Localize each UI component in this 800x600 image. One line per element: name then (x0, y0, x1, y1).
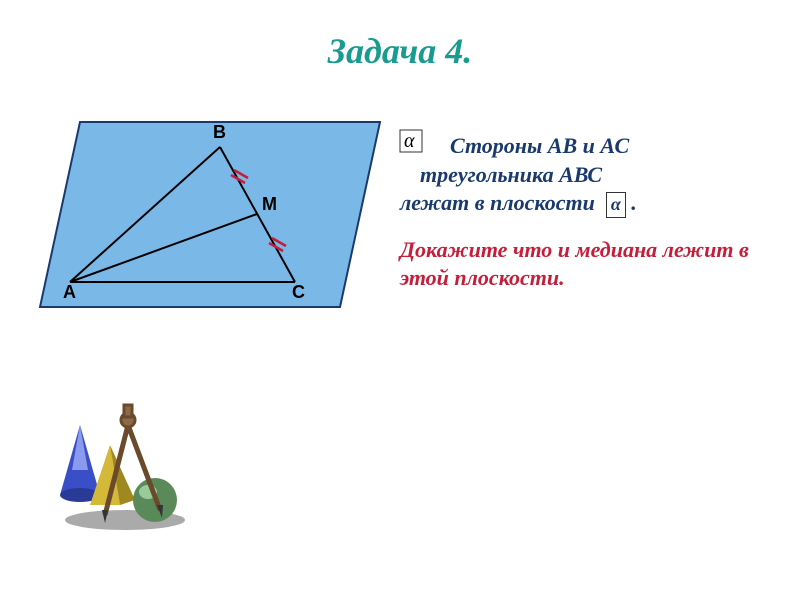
problem-line2: треугольника АВС (400, 161, 780, 190)
geometry-clipart-icon (50, 395, 200, 540)
problem-statement: Стороны АВ и АС треугольника АВС лежат в… (400, 132, 780, 218)
problem-line3-text: лежат в плоскости (400, 190, 595, 215)
problem-line3: лежат в плоскости α . (400, 189, 780, 218)
diagram-svg: α (30, 112, 430, 322)
problem-text: Стороны АВ и АС треугольника АВС лежат в… (400, 132, 780, 293)
period: . (631, 190, 637, 215)
prove-statement: Докажите что и медиана лежит в этой плос… (400, 236, 780, 293)
page-title: Задача 4. (0, 0, 800, 72)
geometry-diagram: α A B C M (30, 112, 430, 327)
alpha-inline: α (606, 192, 626, 217)
clipart-svg (50, 395, 200, 535)
title-text: Задача 4. (328, 31, 473, 71)
cone-icon (60, 425, 100, 502)
label-C: C (292, 282, 305, 303)
label-A: A (63, 282, 76, 303)
label-B: B (213, 122, 226, 143)
label-M: M (262, 194, 277, 215)
problem-line1: Стороны АВ и АС (400, 132, 780, 161)
pyramid-icon (90, 445, 135, 505)
plane-shape (40, 122, 380, 307)
